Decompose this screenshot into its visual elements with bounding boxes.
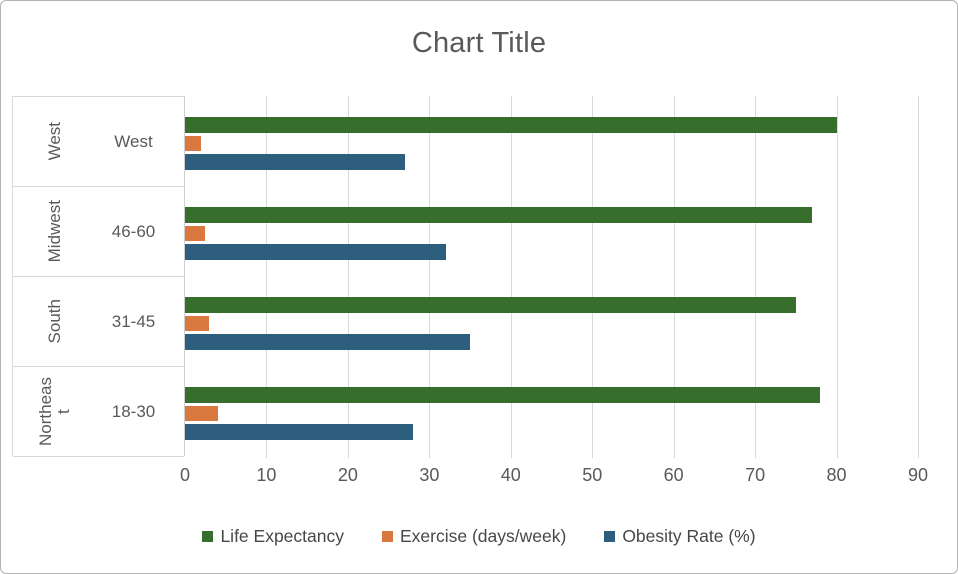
- bar-exercise[interactable]: [185, 406, 218, 421]
- category-row: Northeast 18-30: [13, 367, 184, 457]
- bar-life_expectancy[interactable]: [185, 297, 796, 313]
- gridline: [266, 96, 268, 458]
- category-row: West West: [13, 97, 184, 187]
- category-axis[interactable]: West West Midwest 46-60 South 31-45 Northeast 1…: [12, 96, 184, 457]
- category-outer-cell: South: [13, 277, 97, 366]
- gridline: [673, 96, 675, 458]
- legend-swatch-icon: [382, 530, 393, 542]
- category-outer-cell: West: [13, 97, 97, 186]
- category-inner-label: West: [114, 131, 153, 151]
- bar-exercise[interactable]: [185, 136, 202, 151]
- bar-obesity_rate[interactable]: [185, 334, 471, 350]
- x-tick-label: 0: [179, 465, 190, 485]
- bar-obesity_rate[interactable]: [185, 154, 405, 170]
- gridline: [510, 96, 512, 458]
- category-outer-cell: Midwest: [13, 187, 97, 276]
- x-tick-label: 20: [337, 465, 358, 485]
- category-inner-label: 18-30: [111, 401, 156, 421]
- x-tick-label: 60: [663, 465, 684, 485]
- x-tick-label: 70: [745, 465, 766, 485]
- bar-obesity_rate[interactable]: [185, 424, 414, 440]
- legend-item[interactable]: Obesity Rate (%): [604, 525, 756, 547]
- category-inner-label: 46-60: [111, 221, 156, 241]
- chart-title[interactable]: Chart Title: [411, 27, 547, 59]
- value-axis[interactable]: 0 10 20 30 40 50 60 70 80 90: [180, 465, 928, 491]
- category-row: Midwest 46-60: [13, 187, 184, 277]
- x-tick-label: 30: [419, 465, 440, 485]
- plot-area: [184, 96, 919, 458]
- legend-swatch-icon: [202, 530, 214, 542]
- legend[interactable]: Life Expectancy Exercise (days/week) Obesi…: [1, 523, 957, 549]
- gridline: [836, 96, 838, 458]
- x-tick-label: 80: [826, 465, 847, 485]
- category-outer-label: Northeast: [36, 377, 73, 446]
- category-outer-label: West: [45, 122, 65, 161]
- bar-life_expectancy[interactable]: [185, 117, 837, 133]
- category-inner-label: 31-45: [111, 311, 156, 331]
- x-tick-label: 10: [256, 465, 277, 485]
- legend-item[interactable]: Life Expectancy: [202, 526, 344, 547]
- legend-label: Exercise (days/week): [400, 525, 567, 546]
- gridline: [755, 96, 757, 458]
- category-outer-label: Midwest: [45, 200, 65, 263]
- bar-exercise[interactable]: [185, 226, 206, 241]
- legend-item[interactable]: Exercise (days/week): [382, 526, 566, 547]
- bar-life_expectancy[interactable]: [185, 207, 813, 223]
- bar-life_expectancy[interactable]: [185, 387, 821, 403]
- gridline: [429, 96, 431, 458]
- x-tick-label: 40: [500, 465, 521, 485]
- x-tick-label: 50: [582, 465, 603, 485]
- bar-exercise[interactable]: [185, 316, 210, 331]
- legend-label: Life Expectancy: [220, 525, 344, 546]
- legend-label: Obesity Rate (%): [622, 525, 756, 546]
- x-tick-label: 90: [907, 465, 929, 485]
- category-outer-label: South: [45, 299, 65, 344]
- bar-obesity_rate[interactable]: [185, 244, 446, 260]
- gridline: [918, 96, 919, 458]
- category-row: South 31-45: [13, 277, 184, 367]
- category-outer-cell: Northeast: [13, 367, 97, 456]
- gridline: [347, 96, 349, 458]
- legend-swatch-icon: [604, 530, 616, 542]
- gridline: [592, 96, 594, 458]
